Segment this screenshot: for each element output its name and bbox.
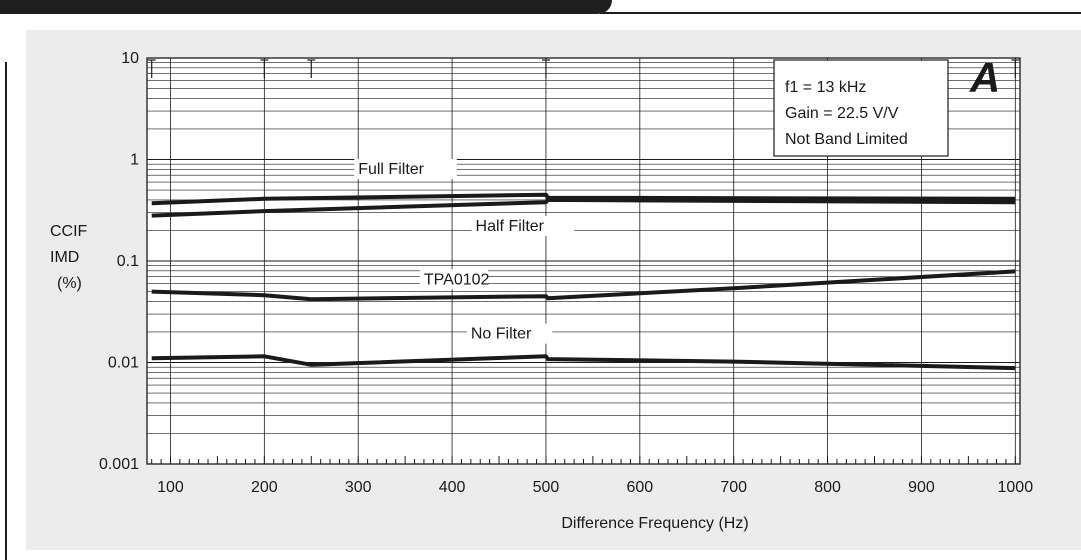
- series-labels: Full Filter Half Filter TPA0102 No Filter: [354, 158, 575, 344]
- series-label-full-filter: Full Filter: [358, 161, 424, 178]
- y-axis-title: CCIF IMD (%): [50, 223, 88, 292]
- series-label-tpa0102: TPA0102: [424, 271, 490, 288]
- legend-line-2: Gain = 22.5 V/V: [785, 105, 899, 122]
- header-rule: [600, 12, 1081, 14]
- header-bar: [0, 0, 612, 14]
- series-label-backdrop: [419, 269, 489, 290]
- left-margin-rule: [5, 62, 7, 560]
- series-line-tpa0102: [151, 269, 1016, 302]
- y-axis-title-line-2: IMD: [50, 249, 79, 266]
- x-tick-label: 900: [908, 479, 935, 496]
- series-label-backdrop: [354, 158, 457, 179]
- x-tick-label: 200: [251, 479, 278, 496]
- y-tick-label: 10: [121, 50, 139, 67]
- series-label-half-filter: Half Filter: [476, 218, 545, 235]
- x-tick-label: 100: [157, 479, 184, 496]
- y-tick-label: 0.001: [99, 456, 139, 473]
- y-tick-label: 0.01: [108, 355, 139, 372]
- x-tick-label: 700: [720, 479, 747, 496]
- y-axis-title-line-1: CCIF: [50, 223, 88, 240]
- series-lines: [151, 192, 1016, 371]
- legend-line-1: f1 = 13 kHz: [785, 79, 866, 96]
- x-axis-title: Difference Frequency (Hz): [561, 515, 748, 532]
- series-line-half-filter: [151, 197, 1016, 218]
- y-tick-label: 0.1: [117, 253, 139, 270]
- series-label-backdrop: [471, 215, 575, 236]
- grid: [147, 58, 1020, 465]
- legend-box: f1 = 13 kHz Gain = 22.5 V/V Not Band Lim…: [773, 59, 949, 157]
- x-tick-label: 1000: [998, 479, 1034, 496]
- series-label-backdrop: [466, 323, 553, 344]
- x-tick-label: 600: [626, 479, 653, 496]
- series-line-full-filter: [151, 192, 1016, 206]
- y-axis-title-line-3: (%): [57, 275, 82, 292]
- panel-letter: A: [969, 54, 1000, 101]
- x-tick-label: 400: [439, 479, 466, 496]
- series-label-no-filter: No Filter: [471, 326, 532, 343]
- series-line-no-filter: [151, 354, 1016, 371]
- legend-line-3: Not Band Limited: [785, 131, 908, 148]
- x-tick-label: 500: [533, 479, 560, 496]
- x-tick-label: 300: [345, 479, 372, 496]
- axes: 100 200 300 400 500 600 700 800 900 1000 10 1 0.1 0.0…: [99, 50, 1033, 496]
- x-tick-label: 800: [814, 479, 841, 496]
- y-tick-label: 1: [130, 152, 139, 169]
